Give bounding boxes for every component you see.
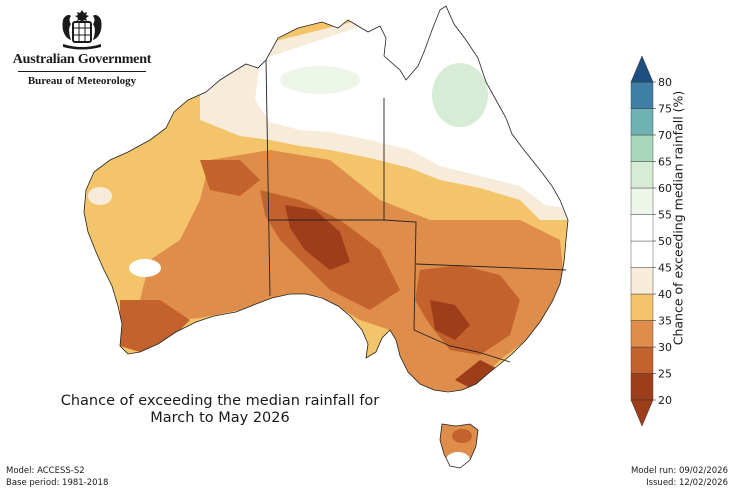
state-border-nsw-vic bbox=[413, 329, 511, 363]
legend-tick-label: 40 bbox=[658, 288, 672, 301]
legend-tick-label: 70 bbox=[658, 129, 672, 142]
legend-arrow-high bbox=[630, 55, 654, 83]
base-period: Base period: 1981-2018 bbox=[6, 478, 109, 488]
model-name: Model: ACCESS-S2 bbox=[6, 466, 85, 476]
legend-segment bbox=[630, 108, 654, 136]
legend-tick-label: 75 bbox=[658, 103, 672, 116]
legend-segment bbox=[630, 187, 654, 215]
legend-segment bbox=[630, 320, 654, 348]
legend-segment bbox=[630, 134, 654, 162]
legend-segment bbox=[630, 161, 654, 189]
map-caption: Chance of exceeding the median rainfall … bbox=[40, 393, 400, 427]
legend-tick-label: 35 bbox=[658, 315, 672, 328]
footer-left: Model: ACCESS-S2 Base period: 1981-2018 bbox=[6, 465, 108, 489]
legend-segment bbox=[630, 81, 654, 109]
legend-tick-label: 80 bbox=[658, 76, 672, 89]
color-legend: 20 25 30 35 40 45 50 55 60 65 70 75 80 bbox=[630, 55, 672, 427]
state-border-sa-nsw bbox=[383, 219, 417, 331]
legend-arrow-low bbox=[630, 399, 654, 427]
logo-divider bbox=[18, 71, 146, 72]
government-name: Australian Government bbox=[12, 52, 152, 67]
legend-segment bbox=[630, 293, 654, 321]
legend-tick-label: 65 bbox=[658, 156, 672, 169]
legend-tick-label: 60 bbox=[658, 182, 672, 195]
model-run-date: Model run: 09/02/2026 bbox=[630, 466, 728, 476]
map-caption-line1: Chance of exceeding the median rainfall … bbox=[60, 393, 380, 409]
state-border-wa bbox=[265, 59, 271, 297]
state-border-qld-nsw bbox=[415, 263, 567, 271]
tasmania-coastline bbox=[439, 423, 479, 469]
legend-segment bbox=[630, 373, 654, 401]
coat-of-arms-icon bbox=[62, 10, 102, 50]
legend-tick-label: 20 bbox=[658, 394, 672, 407]
legend-tick-label: 55 bbox=[658, 209, 672, 222]
bureau-name: Bureau of Meteorology bbox=[27, 75, 137, 87]
map-caption-line2: March to May 2026 bbox=[150, 410, 290, 426]
legend-segment bbox=[630, 267, 654, 295]
legend-segment bbox=[630, 240, 654, 268]
legend-tick-label: 45 bbox=[658, 262, 672, 275]
legend-segment bbox=[630, 214, 654, 242]
legend-segment bbox=[630, 346, 654, 374]
legend-tick-label: 50 bbox=[658, 235, 672, 248]
government-logo: Australian Government Bureau of Meteorol… bbox=[12, 6, 152, 98]
legend-tick-label: 30 bbox=[658, 341, 672, 354]
legend-tick-label: 25 bbox=[658, 368, 672, 381]
footer-right: Model run: 09/02/2026 Issued: 12/02/2026 bbox=[631, 465, 728, 489]
issued-date: Issued: 12/02/2026 bbox=[646, 478, 728, 488]
legend-title-text: Chance of exceeding median rainfall (%) bbox=[670, 90, 686, 346]
